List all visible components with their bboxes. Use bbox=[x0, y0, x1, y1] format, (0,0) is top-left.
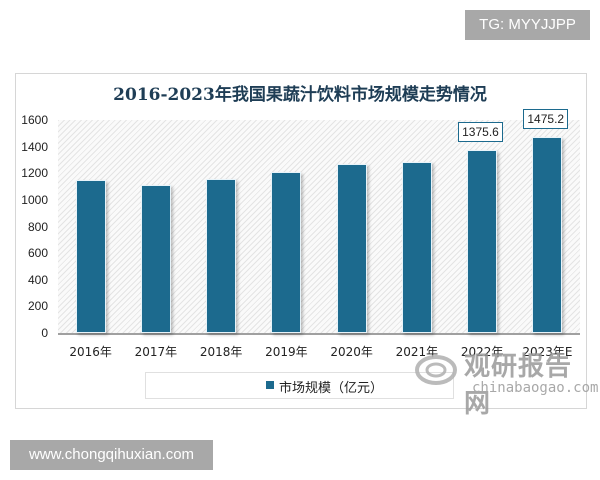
bar bbox=[75, 179, 106, 333]
y-tick-label: 1000 bbox=[21, 192, 48, 207]
y-tick-label: 1200 bbox=[21, 166, 48, 181]
watermark-top: TG: MYYJJPP bbox=[465, 10, 590, 40]
bar bbox=[532, 136, 563, 333]
chart-title: 2016-2023年我国果蔬汁饮料市场规模走势情况 bbox=[113, 85, 487, 105]
x-tick-label: 2018年 bbox=[199, 345, 243, 359]
x-tick-label: 2020年 bbox=[330, 345, 373, 359]
x-tick-label: 2019年 bbox=[265, 345, 308, 359]
x-tick-label: 2022年 bbox=[460, 345, 504, 359]
x-axis-line bbox=[58, 333, 580, 335]
brand-watermark: 观研报告网 chinabaogao.com bbox=[412, 346, 598, 419]
plot-area bbox=[58, 120, 580, 333]
y-tick-label: 200 bbox=[27, 299, 48, 314]
bar bbox=[336, 163, 367, 333]
y-tick-label: 400 bbox=[27, 272, 48, 287]
data-label: 1475.2 bbox=[523, 108, 569, 129]
x-tick-label: 2021年 bbox=[395, 345, 439, 359]
bar bbox=[467, 149, 498, 333]
y-tick-label: 1600 bbox=[21, 113, 48, 127]
data-label: 1375.6 bbox=[458, 121, 503, 142]
brand-en: chinabaogao.com bbox=[472, 380, 599, 396]
legend-swatch bbox=[266, 381, 274, 389]
x-tick-label: 2016年 bbox=[69, 345, 112, 359]
y-tick-label: 800 bbox=[27, 219, 48, 234]
bar bbox=[206, 178, 237, 333]
bar bbox=[401, 161, 432, 333]
brand-logo-icon bbox=[415, 355, 457, 385]
y-tick-label: 600 bbox=[27, 246, 48, 261]
brand-cn: 观研报告网 bbox=[464, 352, 573, 419]
y-tick-label: 1400 bbox=[21, 139, 48, 154]
y-tick-label: 0 bbox=[41, 326, 48, 340]
bar bbox=[271, 171, 302, 333]
x-tick-label: 2023年E bbox=[522, 345, 573, 359]
legend: 市场规模（亿元） bbox=[145, 372, 454, 399]
watermark-bottom: www.chongqihuxian.com bbox=[10, 440, 213, 470]
x-tick-label: 2017年 bbox=[134, 345, 178, 359]
legend-label: 市场规模（亿元） bbox=[279, 381, 384, 396]
bar bbox=[140, 185, 171, 333]
